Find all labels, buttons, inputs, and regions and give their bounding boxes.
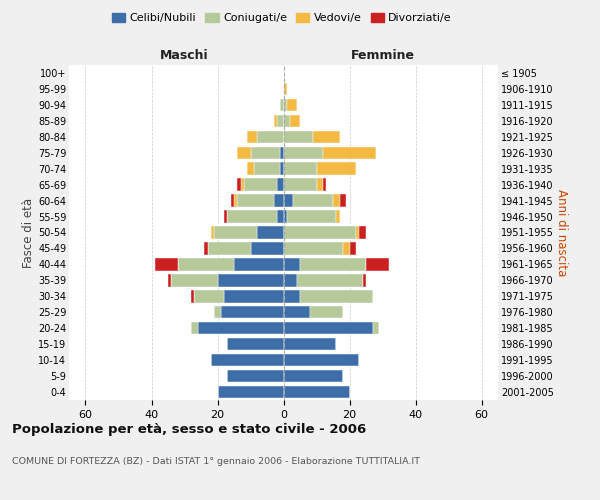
Bar — [214, 306, 221, 318]
Bar — [224, 210, 227, 223]
Bar — [274, 114, 277, 127]
Bar — [356, 226, 359, 238]
Bar — [238, 146, 251, 159]
Bar — [284, 226, 356, 238]
Bar — [194, 290, 224, 302]
Bar — [284, 290, 300, 302]
Bar — [359, 226, 366, 238]
Bar — [284, 98, 287, 111]
Bar — [317, 178, 323, 191]
Bar — [287, 98, 296, 111]
Bar — [208, 242, 251, 254]
Bar — [284, 194, 293, 207]
Bar — [310, 306, 343, 318]
Bar — [234, 194, 238, 207]
Bar — [373, 322, 379, 334]
Bar — [333, 194, 340, 207]
Bar — [284, 82, 287, 95]
Bar — [204, 242, 208, 254]
Bar — [244, 178, 277, 191]
Y-axis label: Fasce di età: Fasce di età — [22, 198, 35, 268]
Bar — [230, 194, 234, 207]
Bar — [241, 178, 244, 191]
Text: Popolazione per età, sesso e stato civile - 2006: Popolazione per età, sesso e stato civil… — [12, 422, 366, 436]
Bar — [284, 258, 300, 270]
Bar — [218, 274, 284, 286]
Bar — [254, 162, 280, 175]
Bar — [274, 194, 284, 207]
Bar — [366, 258, 389, 270]
Text: Maschi: Maschi — [160, 49, 209, 62]
Bar — [337, 210, 340, 223]
Bar — [300, 290, 373, 302]
Bar — [349, 242, 356, 254]
Bar — [323, 146, 376, 159]
Bar — [313, 130, 340, 143]
Bar — [284, 162, 317, 175]
Bar — [293, 194, 333, 207]
Bar — [363, 274, 366, 286]
Bar — [284, 210, 287, 223]
Bar — [251, 242, 284, 254]
Legend: Celibi/Nubili, Coniugati/e, Vedovi/e, Divorziati/e: Celibi/Nubili, Coniugati/e, Vedovi/e, Di… — [107, 8, 457, 28]
Text: COMUNE DI FORTEZZA (BZ) - Dati ISTAT 1° gennaio 2006 - Elaborazione TUTTITALIA.I: COMUNE DI FORTEZZA (BZ) - Dati ISTAT 1° … — [12, 458, 420, 466]
Bar — [277, 178, 284, 191]
Bar — [280, 162, 284, 175]
Bar — [284, 322, 373, 334]
Y-axis label: Anni di nascita: Anni di nascita — [554, 189, 568, 276]
Bar — [211, 354, 284, 366]
Bar — [257, 130, 284, 143]
Bar — [238, 194, 274, 207]
Bar — [296, 274, 362, 286]
Bar — [168, 274, 172, 286]
Bar — [340, 194, 346, 207]
Bar — [251, 146, 280, 159]
Bar — [284, 386, 349, 398]
Bar — [280, 146, 284, 159]
Bar — [280, 98, 284, 111]
Bar — [172, 274, 218, 286]
Bar — [287, 210, 337, 223]
Bar — [191, 290, 194, 302]
Bar — [317, 162, 356, 175]
Bar — [221, 306, 284, 318]
Bar — [247, 162, 254, 175]
Bar — [284, 274, 296, 286]
Bar — [214, 226, 257, 238]
Bar — [284, 242, 343, 254]
Bar — [300, 258, 366, 270]
Bar — [224, 290, 284, 302]
Bar — [284, 146, 323, 159]
Bar — [178, 258, 234, 270]
Bar — [277, 114, 284, 127]
Bar — [227, 338, 284, 350]
Bar — [211, 226, 214, 238]
Bar — [257, 226, 284, 238]
Bar — [238, 178, 241, 191]
Bar — [323, 178, 326, 191]
Text: Femmine: Femmine — [350, 49, 415, 62]
Bar — [191, 322, 198, 334]
Bar — [227, 370, 284, 382]
Bar — [284, 338, 337, 350]
Bar — [198, 322, 284, 334]
Bar — [284, 130, 313, 143]
Bar — [277, 210, 284, 223]
Bar — [218, 386, 284, 398]
Bar — [284, 306, 310, 318]
Bar — [284, 178, 317, 191]
Bar — [227, 210, 277, 223]
Bar — [284, 354, 359, 366]
Bar — [284, 114, 290, 127]
Bar — [247, 130, 257, 143]
Bar — [290, 114, 300, 127]
Bar — [234, 258, 284, 270]
Bar — [284, 370, 343, 382]
Bar — [343, 242, 350, 254]
Bar — [155, 258, 178, 270]
